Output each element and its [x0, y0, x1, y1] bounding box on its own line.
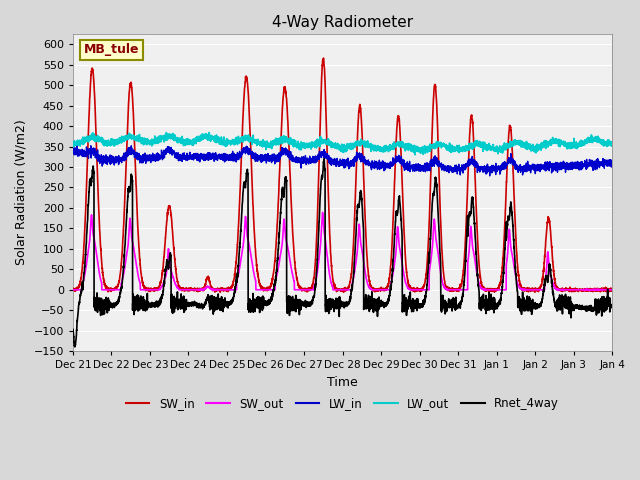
LW_in — [486, 173, 493, 179]
LW_in — [69, 150, 77, 156]
SW_out — [504, 250, 511, 255]
SW_out — [410, 287, 418, 293]
Rnet_4way — [422, 288, 430, 294]
Legend: SW_in, SW_out, LW_in, LW_out, Rnet_4way: SW_in, SW_out, LW_in, LW_out, Rnet_4way — [121, 393, 564, 415]
LW_out — [69, 139, 77, 145]
LW_in — [143, 158, 150, 164]
LW_in — [354, 153, 362, 158]
SW_in — [504, 146, 512, 152]
Rnet_4way — [504, 214, 512, 220]
Rnet_4way — [355, 202, 362, 207]
SW_out — [69, 287, 77, 293]
Rnet_4way — [410, 302, 418, 308]
LW_in — [410, 164, 418, 170]
LW_out — [504, 145, 512, 151]
LW_out — [410, 144, 418, 150]
SW_in — [422, 269, 430, 275]
Line: SW_out: SW_out — [73, 213, 612, 290]
SW_out — [319, 210, 326, 216]
LW_out — [608, 139, 616, 145]
Rnet_4way — [602, 300, 609, 306]
SW_out — [354, 239, 362, 245]
SW_in — [143, 287, 150, 292]
Rnet_4way — [320, 156, 328, 162]
SW_out — [608, 287, 616, 293]
SW_in — [608, 288, 616, 294]
SW_in — [69, 287, 77, 292]
Text: MB_tule: MB_tule — [84, 44, 140, 57]
Rnet_4way — [69, 326, 77, 332]
SW_in — [355, 120, 362, 126]
Title: 4-Way Radiometer: 4-Way Radiometer — [272, 15, 413, 30]
SW_in — [410, 288, 418, 294]
Line: LW_out: LW_out — [73, 132, 612, 155]
LW_out — [412, 152, 419, 158]
LW_in — [602, 160, 609, 166]
Line: SW_in: SW_in — [73, 58, 612, 292]
LW_out — [205, 130, 213, 135]
Rnet_4way — [71, 344, 79, 350]
LW_in — [422, 164, 430, 170]
Rnet_4way — [143, 300, 150, 305]
Rnet_4way — [608, 305, 616, 311]
LW_out — [422, 147, 430, 153]
LW_in — [608, 159, 616, 165]
Y-axis label: Solar Radiation (W/m2): Solar Radiation (W/m2) — [15, 120, 28, 265]
SW_in — [602, 288, 609, 294]
LW_out — [354, 141, 362, 147]
LW_in — [73, 143, 81, 148]
SW_out — [143, 287, 150, 293]
SW_out — [602, 287, 609, 293]
SW_out — [422, 287, 430, 293]
Line: Rnet_4way: Rnet_4way — [73, 159, 612, 347]
LW_out — [602, 141, 609, 147]
X-axis label: Time: Time — [327, 376, 358, 389]
LW_in — [504, 157, 512, 163]
SW_in — [319, 55, 327, 61]
SW_in — [340, 289, 348, 295]
LW_out — [143, 140, 150, 145]
Line: LW_in: LW_in — [73, 145, 612, 176]
